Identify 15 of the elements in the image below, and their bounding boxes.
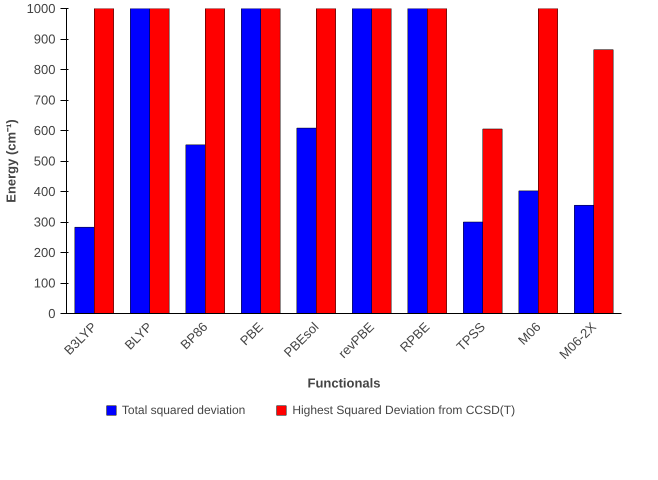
y-tick-label: 500 [34, 154, 56, 168]
y-tick-label: 200 [34, 245, 56, 260]
y-tick-label: 900 [34, 32, 56, 46]
y-tick-label: 1000 [26, 1, 56, 16]
y-tick-label: 0 [48, 306, 56, 321]
y-tick-label: 300 [34, 214, 56, 230]
y-tick-label: 600 [34, 123, 56, 138]
y-tick-label: 800 [34, 62, 56, 77]
x-axis-title: Functionals [308, 375, 380, 390]
legend-label: Highest Squared Deviation from CCSD(T) [292, 403, 516, 417]
y-tick-label: 400 [34, 184, 56, 199]
y-tick-label: 100 [34, 276, 56, 290]
legend-label: Total squared deviation [122, 403, 246, 417]
y-tick-label: 700 [34, 92, 56, 108]
y-axis-title: Energy (cm⁻¹) [4, 119, 19, 203]
